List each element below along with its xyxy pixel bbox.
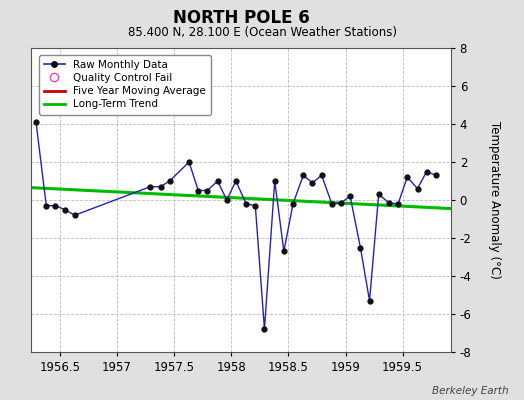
Text: 85.400 N, 28.100 E (Ocean Weather Stations): 85.400 N, 28.100 E (Ocean Weather Statio… <box>127 26 397 39</box>
Text: Berkeley Earth: Berkeley Earth <box>432 386 508 396</box>
Legend: Raw Monthly Data, Quality Control Fail, Five Year Moving Average, Long-Term Tren: Raw Monthly Data, Quality Control Fail, … <box>39 55 211 114</box>
Title: NORTH POLE 6: NORTH POLE 6 <box>173 9 309 27</box>
Y-axis label: Temperature Anomaly (°C): Temperature Anomaly (°C) <box>488 121 501 279</box>
